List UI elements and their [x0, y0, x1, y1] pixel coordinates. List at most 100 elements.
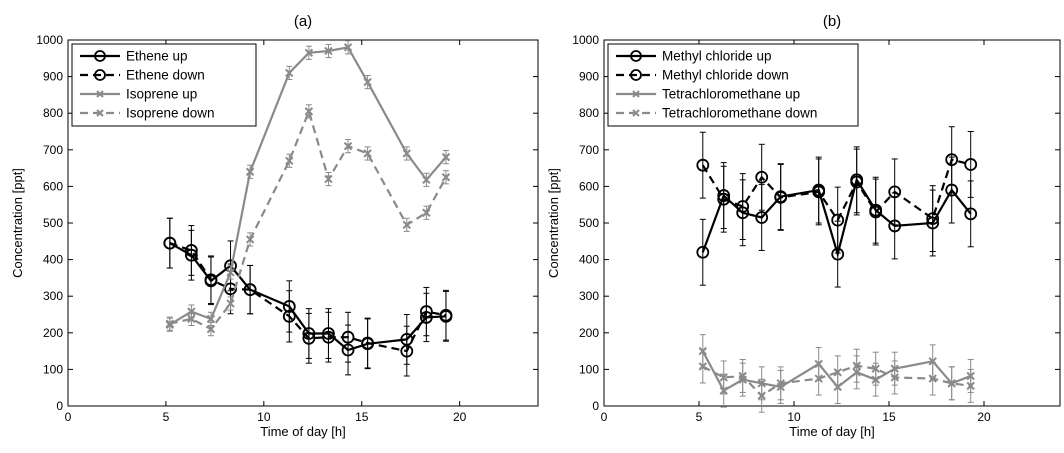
chart-title: (a): [294, 13, 312, 30]
x-tick-label: 0: [601, 410, 608, 424]
marker-stroke: [966, 381, 975, 391]
data-point: [871, 364, 880, 373]
y-tick-label: 500: [43, 216, 63, 230]
data-point: [926, 212, 940, 226]
data-point: [964, 158, 978, 171]
x-axis-label: Time of day [h]: [260, 424, 346, 439]
legend-label: Methyl chloride up: [662, 49, 772, 64]
marker-stroke: [441, 152, 451, 162]
data-point: [717, 192, 731, 206]
legend: Methyl chloride up Methyl chloride down Te…: [607, 43, 859, 127]
marker-stroke: [928, 357, 937, 366]
data-point: [285, 68, 294, 78]
y-tick-label: 600: [43, 179, 63, 193]
legend-marker: [632, 90, 640, 98]
x-tick-label: 15: [355, 410, 369, 424]
data-point: [776, 379, 785, 388]
data-point: [945, 153, 959, 167]
marker-stroke: [871, 364, 880, 373]
data-point: [245, 235, 255, 244]
marker-stroke: [833, 368, 842, 377]
data-point: [812, 185, 826, 199]
y-tick-label: 100: [579, 362, 599, 376]
y-tick-label: 300: [579, 289, 599, 303]
data-point: [226, 268, 235, 277]
data-point: [696, 158, 710, 172]
series-line: [169, 242, 447, 353]
legend-label: Isoprene up: [126, 87, 197, 102]
marker-stroke: [304, 107, 314, 116]
data-point: [755, 170, 769, 184]
data-point: [441, 173, 451, 182]
data-point: [966, 381, 975, 391]
data-point: [888, 185, 902, 199]
marker-stroke: [814, 374, 823, 383]
y-tick-label: 200: [579, 326, 599, 340]
legend-box: [71, 43, 257, 127]
legend-item: Methyl chloride up: [616, 49, 772, 64]
legend-item: Ethene down: [80, 68, 205, 83]
marker-stroke: [698, 362, 708, 371]
series: [163, 217, 453, 377]
data-point: [928, 357, 937, 366]
marker-stroke: [928, 374, 937, 383]
data-point: [947, 379, 956, 388]
data-point: [439, 308, 453, 322]
legend-label: Ethene down: [126, 68, 205, 83]
data-point: [869, 205, 883, 219]
data-point: [343, 141, 353, 151]
y-tick-label: 700: [579, 143, 599, 157]
legend-marker: [94, 50, 106, 62]
y-tick-label: 600: [579, 179, 599, 193]
data-point: [163, 236, 177, 250]
legend-label: Tetrachloromethane up: [662, 87, 800, 102]
data-point: [928, 374, 937, 383]
marker-stroke: [206, 314, 216, 324]
x-tick-label: 5: [163, 410, 170, 424]
data-point: [402, 220, 411, 230]
x-tick-label: 0: [65, 410, 72, 424]
data-point: [226, 299, 235, 308]
legend-label: Tetrachloromethane down: [662, 106, 817, 121]
marker-stroke: [343, 141, 353, 151]
data-point: [245, 167, 255, 176]
data-point: [343, 43, 353, 52]
data-point: [964, 207, 978, 221]
data-point: [831, 213, 845, 227]
x-tick-label: 15: [882, 410, 896, 424]
data-point: [363, 149, 372, 158]
y-tick-label: 400: [579, 253, 599, 267]
marker-stroke: [285, 156, 294, 165]
legend-item: Isoprene up: [80, 87, 197, 102]
marker-stroke: [719, 373, 728, 382]
legend-marker: [630, 50, 642, 62]
panel-a: (a) 0 100 200 300 400 500 600 700 800 900 1000 0 5 10 1…: [10, 13, 539, 439]
data-point: [341, 330, 355, 344]
data-point: [402, 149, 411, 158]
data-point: [419, 305, 433, 318]
y-tick-label: 0: [592, 399, 599, 413]
legend-marker: [96, 90, 104, 98]
legend-marker: [96, 109, 104, 117]
legend: Ethene up Ethene down Isoprene up Isoprene …: [71, 43, 257, 127]
data-point: [814, 374, 823, 383]
data-point: [833, 368, 842, 377]
x-tick-label: 20: [977, 410, 991, 424]
legend-marker: [630, 69, 642, 81]
legend-item: Tetrachloromethane down: [616, 106, 817, 121]
data-point: [243, 283, 257, 297]
data-point: [187, 314, 196, 324]
marker-stroke: [441, 173, 451, 182]
legend-marker: [94, 69, 106, 81]
series: [165, 40, 451, 332]
data-point: [204, 273, 218, 287]
marker-stroke: [363, 149, 372, 158]
x-axis-label: Time of day [h]: [789, 424, 875, 439]
marker-stroke: [226, 268, 235, 277]
data-point: [757, 391, 766, 400]
data-point: [322, 330, 335, 344]
data-point: [441, 152, 451, 162]
data-point: [206, 324, 216, 334]
panel-b: (b) 0 100 200 300 400 500 600 700 800 900 1000 0 5 10 1…: [546, 13, 1061, 439]
